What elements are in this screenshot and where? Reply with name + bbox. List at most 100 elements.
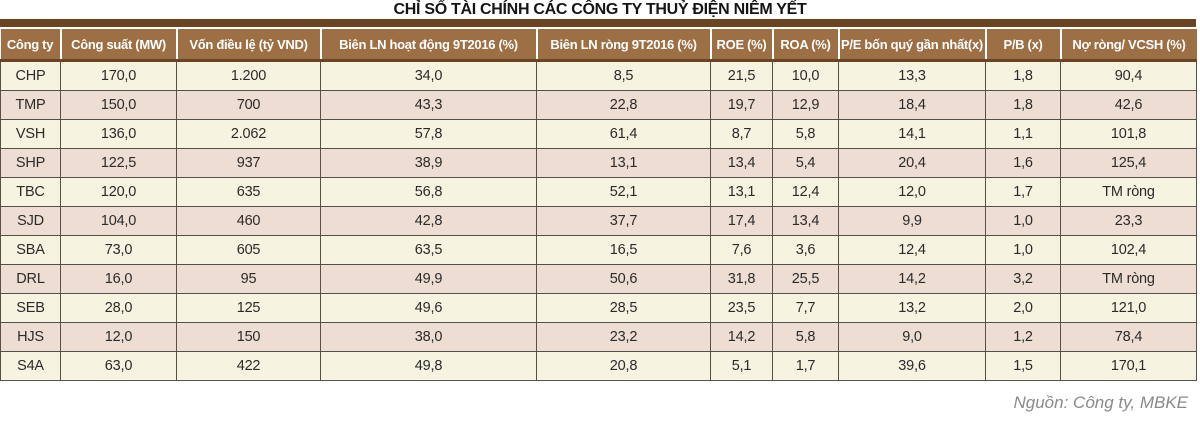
value-cell: 7,7 [772,293,839,323]
value-cell: 13,2 [838,293,986,323]
value-cell: 12,9 [772,90,839,120]
top-band-divider [0,19,1196,29]
value-cell: 12,0 [60,322,177,352]
value-cell: 136,0 [60,119,177,149]
value-cell: 635 [176,177,321,207]
value-cell: 104,0 [60,206,177,236]
table-row: S4A 63,0 422 49,8 20,8 5,1 1,7 39,6 1,5 170,1 [0,351,1197,381]
value-cell: 28,5 [536,293,711,323]
value-cell: 8,7 [710,119,773,149]
value-cell: 125,4 [1060,148,1197,178]
value-cell: 2.062 [176,119,321,149]
value-cell: 5,1 [710,351,773,381]
value-cell: 20,8 [536,351,711,381]
value-cell: 125 [176,293,321,323]
ticker-cell: HJS [0,322,61,352]
value-cell: 9,0 [838,322,986,352]
value-cell: 13,3 [838,60,986,91]
figure-title: CHỈ SỐ TÀI CHÍNH CÁC CÔNG TY THUỶ ĐIỆN N… [393,1,807,18]
value-cell: 5,8 [772,322,839,352]
ticker-cell: SJD [0,206,61,236]
ticker-cell: S4A [0,351,61,381]
value-cell: 10,0 [772,60,839,91]
value-cell: 90,4 [1060,60,1197,91]
value-cell: 78,4 [1060,322,1197,352]
table-row: SHP 122,5 937 38,9 13,1 13,4 5,4 20,4 1,6 125,4 [0,148,1197,178]
value-cell: 14,2 [838,264,986,294]
value-cell: 52,1 [536,177,711,207]
value-cell: 31,8 [710,264,773,294]
ticker-cell: CHP [0,60,61,91]
table-row: VSH 136,0 2.062 57,8 61,4 8,7 5,8 14,1 1,1 101,8 [0,119,1197,149]
value-cell: 23,5 [710,293,773,323]
value-cell: 37,7 [536,206,711,236]
ticker-cell: TBC [0,177,61,207]
value-cell: 2,0 [985,293,1061,323]
value-cell: 39,6 [838,351,986,381]
column-header-0: Công ty [0,29,61,62]
value-cell: 13,4 [772,206,839,236]
column-header-3: Biên LN hoạt động 9T2016 (%) [319,29,537,62]
value-cell: 102,4 [1060,235,1197,265]
column-header-2: Vốn điều lệ (tỷ VND) [175,29,321,62]
header-row: Công ty Công suất (MW) Vốn điều lệ (tỷ VND… [0,29,1197,62]
value-cell: 122,5 [60,148,177,178]
value-cell: 700 [176,90,321,120]
value-cell: 25,5 [772,264,839,294]
value-cell: 14,2 [710,322,773,352]
value-cell: 120,0 [60,177,177,207]
value-cell: 3,6 [772,235,839,265]
financial-table: Công ty Công suất (MW) Vốn điều lệ (tỷ VND… [0,29,1197,381]
value-cell: 460 [176,206,321,236]
value-cell: 1,8 [985,60,1061,91]
value-cell: 42,8 [320,206,537,236]
value-cell: 95 [176,264,321,294]
value-cell: 7,6 [710,235,773,265]
table-row: TBC 120,0 635 56,8 52,1 13,1 12,4 12,0 1,7 TM ròn… [0,177,1197,207]
ticker-cell: DRL [0,264,61,294]
value-cell: 170,1 [1060,351,1197,381]
value-cell: 49,9 [320,264,537,294]
table-body: CHP 170,0 1.200 34,0 8,5 21,5 10,0 13,3 1,8 90,4 T… [0,60,1197,381]
value-cell: 13,1 [536,148,711,178]
value-cell: 1,6 [985,148,1061,178]
value-cell: 1,8 [985,90,1061,120]
value-cell: 1,2 [985,322,1061,352]
value-cell: 49,8 [320,351,537,381]
value-cell: 12,4 [838,235,986,265]
value-cell: 50,6 [536,264,711,294]
value-cell: 34,0 [320,60,537,91]
value-cell: 422 [176,351,321,381]
value-cell: 22,8 [536,90,711,120]
value-cell: 18,4 [838,90,986,120]
value-cell: 38,9 [320,148,537,178]
value-cell: 1,0 [985,235,1061,265]
value-cell: 150 [176,322,321,352]
value-cell: 61,4 [536,119,711,149]
value-cell: TM ròng [1060,177,1197,207]
column-header-1: Công suất (MW) [59,29,177,62]
ticker-cell: SHP [0,148,61,178]
value-cell: 13,4 [710,148,773,178]
value-cell: 12,0 [838,177,986,207]
value-cell: 42,6 [1060,90,1197,120]
column-header-8: P/B (x) [984,29,1061,62]
value-cell: 1.200 [176,60,321,91]
value-cell: 63,5 [320,235,537,265]
value-cell: 12,4 [772,177,839,207]
value-cell: 1,5 [985,351,1061,381]
value-cell: 17,4 [710,206,773,236]
value-cell: 5,4 [772,148,839,178]
value-cell: 150,0 [60,90,177,120]
value-cell: 9,9 [838,206,986,236]
value-cell: 16,5 [536,235,711,265]
value-cell: 101,8 [1060,119,1197,149]
table-row: SEB 28,0 125 49,6 28,5 23,5 7,7 13,2 2,0 121,0 [0,293,1197,323]
value-cell: 49,6 [320,293,537,323]
table-row: CHP 170,0 1.200 34,0 8,5 21,5 10,0 13,3 1,8 90,4 [0,60,1197,91]
value-cell: 16,0 [60,264,177,294]
value-cell: 63,0 [60,351,177,381]
value-cell: 43,3 [320,90,537,120]
table-row: SBA 73,0 605 63,5 16,5 7,6 3,6 12,4 1,0 102,4 [0,235,1197,265]
value-cell: TM ròng [1060,264,1197,294]
